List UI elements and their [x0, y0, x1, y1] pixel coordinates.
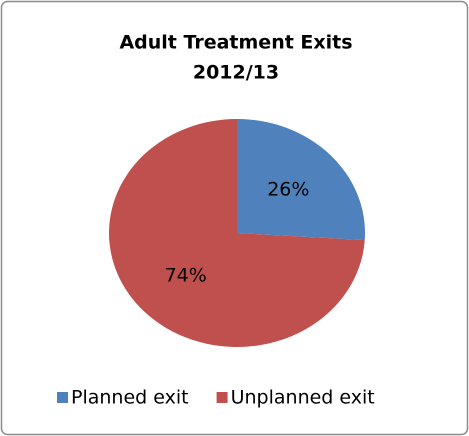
chart-title: 2012/13: [193, 62, 279, 84]
data-label: 74%: [165, 264, 207, 286]
legend-swatch: [216, 392, 228, 403]
legend-swatch: [57, 392, 68, 403]
data-label: 26%: [267, 179, 309, 201]
legend-label: Planned exit: [71, 387, 189, 409]
legend-label: Unplanned exit: [231, 387, 375, 409]
pie-slice: [109, 119, 365, 347]
pie-slice: [237, 119, 366, 241]
chart-title: Adult Treatment Exits: [119, 32, 352, 54]
